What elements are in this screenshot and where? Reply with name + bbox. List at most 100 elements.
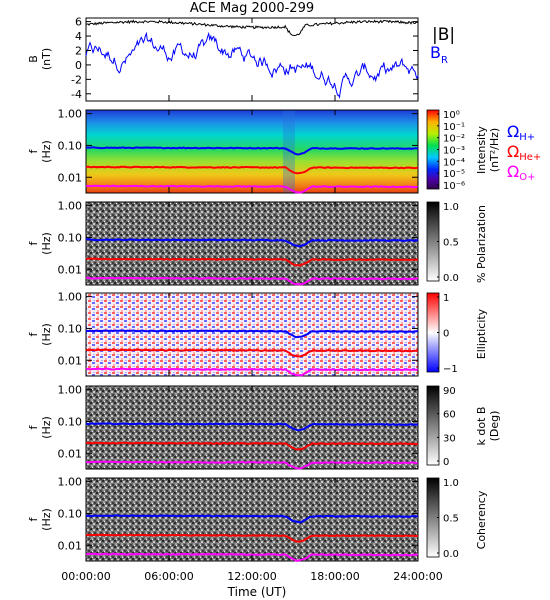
gyro-line-he (85, 348, 419, 358)
kdotb-colorbar-tick-label: 90 (443, 386, 456, 397)
legend-omega-h: ΩH+ (507, 122, 535, 143)
panel1-ytick-label: 6 (75, 16, 82, 29)
kdotb-colorbar (426, 385, 440, 466)
freq-ytick-label: 0.10 (58, 322, 83, 335)
legend-b-radial: BR (430, 43, 448, 66)
gyro-line-o (85, 552, 419, 562)
gyro-line-o (85, 276, 418, 286)
coherency-colorbar-tick-label: 0.0 (443, 549, 459, 560)
ellipticity-label: Ellipticity (475, 308, 488, 359)
freq-ylabel-unit: (Hz) (40, 416, 53, 439)
intensity-colorbar-tick-label: 10⁻⁵ (443, 169, 465, 180)
kdotb-colorbar-tick-label: 30 (443, 433, 456, 444)
series-b-total-line (86, 19, 419, 37)
polarization-colorbar-tick-label: 1.0 (443, 202, 459, 213)
chart-title: ACE Mag 2000-299 (190, 1, 314, 16)
freq-ylabel: f (27, 240, 40, 245)
legend-b-radial-main: B (430, 43, 441, 62)
coherency-label: Coherency (475, 490, 488, 549)
kdotb-colorbar-tick-label: 60 (443, 410, 456, 421)
gyro-line-h (85, 422, 419, 432)
panel1-ytick-label: -4 (71, 88, 82, 101)
xtick-label: 06:00:00 (144, 570, 193, 583)
polarization-colorbar-tick-label: 0.0 (443, 273, 459, 284)
xtick-label: 00:00:00 (61, 570, 110, 583)
freq-ytick-label: 0.10 (58, 231, 83, 244)
freq-ytick-label: 0.01 (58, 447, 83, 460)
gyro-line-h (85, 514, 419, 524)
panel1-ytick-label: -2 (71, 73, 82, 86)
intensity-colorbar-tick-label: 10⁻³ (443, 146, 465, 157)
legend-omega-o: ΩO+ (507, 162, 535, 183)
kdotb-unit: (Deg) (488, 411, 501, 442)
gyro-line-he (85, 441, 419, 451)
freq-ytick-label: 1.00 (58, 108, 83, 121)
freq-ytick-label: 1.00 (58, 476, 83, 489)
intensity-colorbar-tick-label: 10⁻² (443, 134, 465, 145)
gyro-line-h (85, 146, 419, 156)
freq-ylabel: f (27, 516, 40, 521)
ellipticity-colorbar-tick-label: 0 (443, 329, 449, 340)
x-axis-label: Time (UT) (227, 585, 287, 599)
gyro-line-o (85, 184, 419, 194)
panel-intensity: Intensity (nT²/Hz) ΩH+ ΩHe+ ΩO+ (85, 109, 541, 194)
gyro-line-h (86, 238, 419, 248)
freq-ylabel: f (27, 424, 40, 429)
polarization-label: % Polarization (475, 205, 488, 283)
intensity-colorbar-tick-label: 10⁰ (443, 110, 460, 121)
panel1-frame (85, 17, 419, 102)
ellipticity-colorbar-tick-label: 1 (443, 293, 449, 304)
legend-omega-o-main: Ω (507, 162, 519, 181)
legend-omega-he-sub: He+ (519, 152, 541, 163)
polarization-spectrogram (86, 202, 418, 285)
freq-ylabel-unit: (Hz) (40, 508, 53, 531)
polarization-colorbar-tick-label: 0.5 (443, 238, 459, 249)
panel1-ytick-label: 0 (75, 59, 82, 72)
panel1-ylabel: B (27, 55, 40, 63)
series-b-radial-line (85, 31, 419, 99)
intensity-colorbar-tick-label: 10⁻¹ (443, 122, 465, 133)
panel1-ylabel-unit: (nT) (40, 48, 53, 70)
intensity-unit: (nT²/Hz) (488, 128, 501, 172)
intensity-colorbar-tick-label: 10⁻⁴ (443, 157, 465, 168)
freq-ytick-label: 1.00 (58, 384, 83, 397)
freq-ytick-label: 0.01 (58, 171, 83, 184)
intensity-colorbar-tick-label: 10⁻⁶ (443, 181, 465, 192)
legend-omega-h-main: Ω (507, 122, 519, 141)
panel-polarization: % Polarization (85, 201, 488, 286)
freq-ytick-label: 0.01 (58, 539, 83, 552)
legend-omega-he-main: Ω (507, 142, 519, 161)
freq-ytick-label: 0.01 (58, 354, 83, 367)
gyro-line-o (85, 367, 419, 377)
legend-b-radial-sub: R (441, 55, 448, 66)
xtick-label: 24:00:00 (393, 570, 442, 583)
gyro-line-he (85, 533, 419, 543)
panel-ellipticity: Ellipticity (85, 292, 488, 377)
panel-kdotb: k dot B (Deg) (85, 385, 501, 470)
gyro-line-h (85, 329, 419, 339)
freq-ytick-label: 1.00 (58, 200, 83, 213)
panel1-ytick-label: 2 (75, 44, 82, 57)
freq-ytick-label: 1.00 (58, 291, 83, 304)
intensity-spectrogram (86, 110, 418, 193)
panel-coherency: Coherency (85, 477, 488, 562)
legend-omega-o-sub: O+ (519, 172, 535, 183)
freq-ytick-label: 0.10 (58, 415, 83, 428)
legend-omega-h-sub: H+ (519, 132, 535, 143)
coherency-spectrogram (86, 478, 418, 561)
kdotb-spectrogram (86, 386, 418, 469)
freq-ylabel: f (27, 148, 40, 153)
kdotb-label: k dot B (475, 407, 488, 446)
kdotb-colorbar-tick-label: 0 (443, 457, 449, 468)
ellipticity-colorbar-tick-label: −1 (443, 364, 458, 375)
legend-b-total: |B| (432, 25, 455, 45)
gyro-line-he (85, 165, 419, 175)
intensity-label: Intensity (475, 126, 488, 174)
freq-ytick-label: 0.01 (58, 263, 83, 276)
freq-ytick-label: 0.10 (58, 507, 83, 520)
coherency-colorbar-tick-label: 0.5 (443, 514, 459, 525)
ellipticity-spectrogram (86, 293, 418, 376)
xtick-label: 18:00:00 (310, 570, 359, 583)
gyro-line-o (86, 460, 419, 470)
